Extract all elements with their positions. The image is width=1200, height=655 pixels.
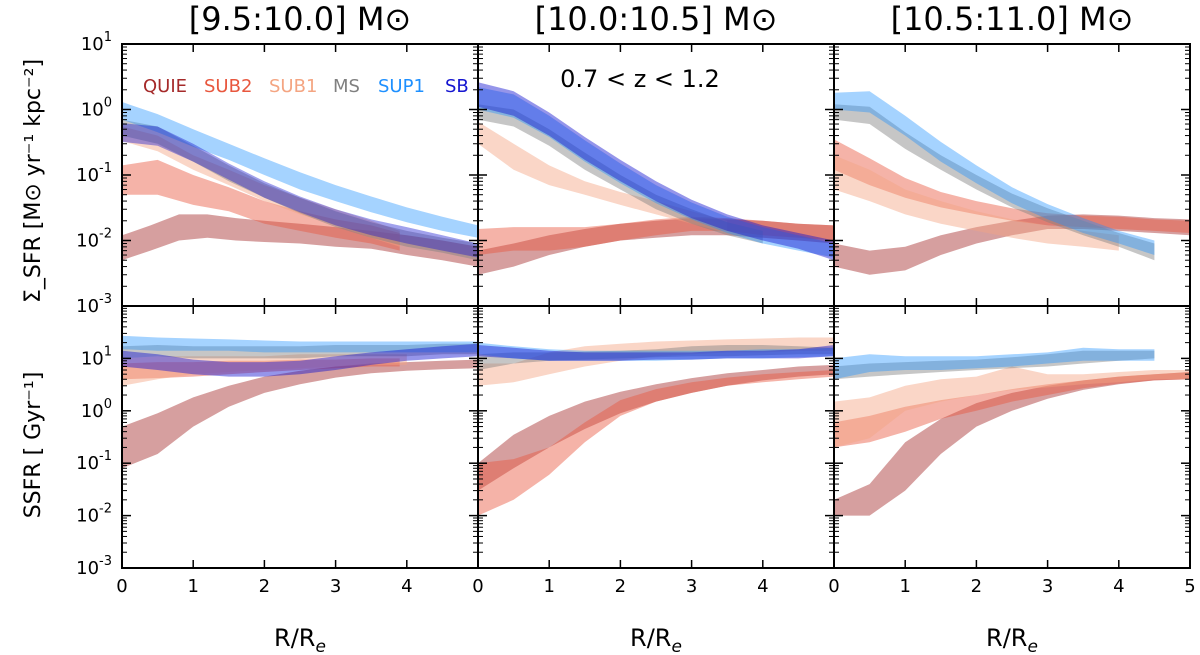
- band-quie-bottom-1: [122, 359, 478, 469]
- panel-title-3: [10.5:11.0] M⊙: [891, 0, 1134, 38]
- y-tick-label: 101: [81, 344, 112, 369]
- band-sup1-bottom-2: [478, 342, 834, 361]
- x-axis-label-2: R/Re: [630, 624, 682, 655]
- band-sub2-top-2: [478, 216, 834, 255]
- band-quie-bottom-2: [478, 364, 834, 491]
- x-tick-label: 4: [1113, 576, 1124, 597]
- y-tick-label: 10-3: [76, 292, 112, 317]
- y-axis-label-top: Σ_SFR [M⊙ yr⁻¹ kpc⁻²]: [21, 59, 46, 303]
- band-quie-bottom-3: [834, 372, 1190, 516]
- x-tick-label: 2: [971, 576, 982, 597]
- y-tick-label: 100: [81, 397, 112, 422]
- panel-title-1: [9.5:10.0] M⊙: [189, 0, 411, 38]
- y-tick-label: 100: [81, 96, 112, 121]
- y-tick-label: 10-2: [76, 502, 112, 527]
- band-sub1-bottom-3: [834, 366, 1190, 448]
- x-tick-label: 4: [757, 576, 768, 597]
- band-sub1-top-1: [122, 126, 400, 247]
- band-sup1-top-2: [478, 87, 834, 258]
- band-quie-top-1: [122, 214, 478, 267]
- legend-entry-sup1: SUP1: [378, 76, 425, 97]
- band-ms-top-2: [478, 104, 763, 244]
- x-tick-label: 4: [401, 576, 412, 597]
- panel-frame: [833, 305, 1191, 569]
- x-tick-label: 3: [1042, 576, 1053, 597]
- band-sub1-top-2: [478, 121, 728, 233]
- band-sb-bottom-1: [122, 343, 478, 377]
- band-sub1-top-3: [834, 155, 1119, 251]
- x-tick-label: 0: [828, 576, 839, 597]
- y-tick-label: 10-1: [76, 161, 112, 186]
- x-tick-label: 1: [899, 576, 910, 597]
- band-sub1-bottom-1: [122, 354, 407, 386]
- legend-entry-quie: QUIE: [143, 76, 187, 97]
- panel-top-3: [833, 43, 1191, 307]
- band-sb-top-2: [478, 82, 834, 261]
- band-sub2-bottom-1: [122, 358, 400, 380]
- y-tick-label: 10-1: [76, 449, 112, 474]
- y-tick-label: 10-2: [76, 227, 112, 252]
- legend-entry-sub2: SUB2: [204, 76, 252, 97]
- panel-title-2: [10.0:10.5] M⊙: [535, 0, 778, 38]
- band-ms-top-3: [834, 104, 1155, 261]
- band-ms-bottom-2: [478, 345, 834, 370]
- band-ms-bottom-3: [834, 350, 1155, 380]
- panel-top-1: 10-3 10-2 10-1 100 101: [76, 30, 479, 317]
- band-ms-bottom-1: [122, 343, 478, 359]
- band-ms-top-1: [122, 119, 478, 261]
- band-sup1-top-1: [122, 102, 478, 238]
- band-quie-top-3: [834, 214, 1190, 275]
- y-tick-label: 101: [81, 30, 112, 55]
- band-sup1-top-3: [834, 91, 1155, 255]
- x-tick-label: 5: [1184, 576, 1195, 597]
- band-sub2-bottom-2: [478, 370, 834, 516]
- legend-entry-sub1: SUB1: [269, 76, 317, 97]
- x-tick-label: 1: [543, 576, 554, 597]
- band-sub2-top-1: [122, 159, 400, 251]
- band-sub2-bottom-3: [834, 372, 1190, 448]
- legend: QUIE SUB2 SUB1 MS SUP1 SB: [143, 76, 469, 97]
- x-tick-label: 1: [187, 576, 198, 597]
- band-sub1-bottom-2: [478, 337, 834, 386]
- x-tick-label: 3: [330, 576, 341, 597]
- band-sup1-bottom-3: [834, 347, 1155, 380]
- x-tick-label: 0: [472, 576, 483, 597]
- panel-bottom-3: 0 1 2 3 4 5: [828, 305, 1196, 597]
- panel-bottom-2: 0 1 2 3 4: [472, 305, 835, 597]
- redshift-annotation: 0.7 < z < 1.2: [560, 65, 720, 93]
- x-axis-label-1: R/Re: [274, 624, 326, 655]
- band-sub2-top-3: [834, 139, 1190, 233]
- y-tick-label: 10-3: [76, 554, 112, 579]
- panel-bottom-1: 0 1 2 3 4 10-3 10-2 10-1 100 101: [76, 305, 479, 597]
- x-axis-label-3: R/Re: [986, 624, 1038, 655]
- x-tick-label: 2: [259, 576, 270, 597]
- x-tick-label: 3: [686, 576, 697, 597]
- band-sb-top-1: [122, 123, 478, 258]
- band-sup1-bottom-1: [122, 335, 478, 353]
- band-quie-top-2: [478, 218, 834, 275]
- legend-entry-sb: SB: [445, 76, 469, 97]
- y-axis-label-bottom: SSFR [ Gyr⁻¹]: [21, 372, 46, 519]
- x-tick-label: 0: [116, 576, 127, 597]
- x-tick-label: 2: [615, 576, 626, 597]
- band-sb-bottom-2: [478, 345, 834, 361]
- legend-entry-ms: MS: [333, 76, 360, 97]
